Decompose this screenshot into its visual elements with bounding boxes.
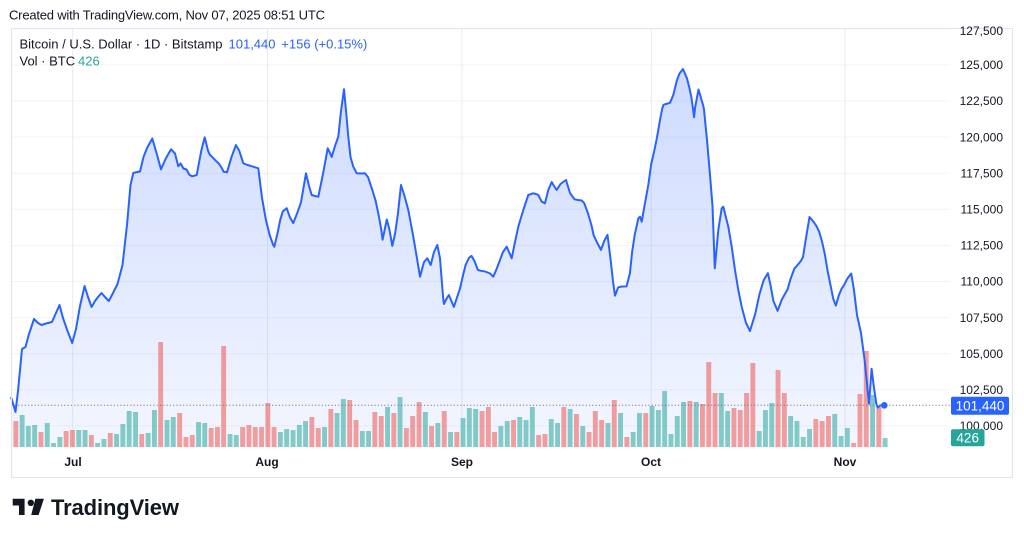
svg-text:Oct: Oct (641, 455, 661, 469)
svg-text:Jul: Jul (64, 455, 81, 469)
svg-text:101,440: 101,440 (229, 37, 276, 52)
svg-text:110,000: 110,000 (961, 275, 1004, 289)
svg-text:112,500: 112,500 (961, 239, 1004, 253)
svg-text:127,500: 127,500 (960, 24, 1004, 38)
svg-text:115,000: 115,000 (961, 203, 1004, 217)
svg-text:Sep: Sep (451, 455, 473, 469)
svg-text:Created with TradingView.com,: Created with TradingView.com, Nov 07, 20… (9, 8, 325, 23)
svg-text:125,000: 125,000 (960, 58, 1004, 72)
svg-text:101,440: 101,440 (956, 398, 1005, 413)
svg-text:102,500: 102,500 (960, 383, 1004, 397)
svg-text:105,000: 105,000 (960, 347, 1004, 361)
svg-text:TradingView: TradingView (51, 495, 180, 520)
svg-text:+156 (+0.15%): +156 (+0.15%) (281, 37, 367, 52)
svg-text:107,500: 107,500 (960, 311, 1004, 325)
svg-text:120,000: 120,000 (960, 130, 1004, 144)
svg-text:Aug: Aug (255, 455, 278, 469)
svg-text:122,500: 122,500 (960, 94, 1004, 108)
svg-text:426: 426 (956, 431, 979, 446)
svg-text:Bitcoin / U.S. Dollar · 1D · B: Bitcoin / U.S. Dollar · 1D · Bitstamp (20, 37, 223, 52)
svg-text:Nov: Nov (834, 455, 857, 469)
svg-text:117,500: 117,500 (961, 166, 1004, 180)
svg-text:426: 426 (78, 54, 100, 69)
svg-text:Vol · BTC: Vol · BTC (20, 54, 76, 69)
